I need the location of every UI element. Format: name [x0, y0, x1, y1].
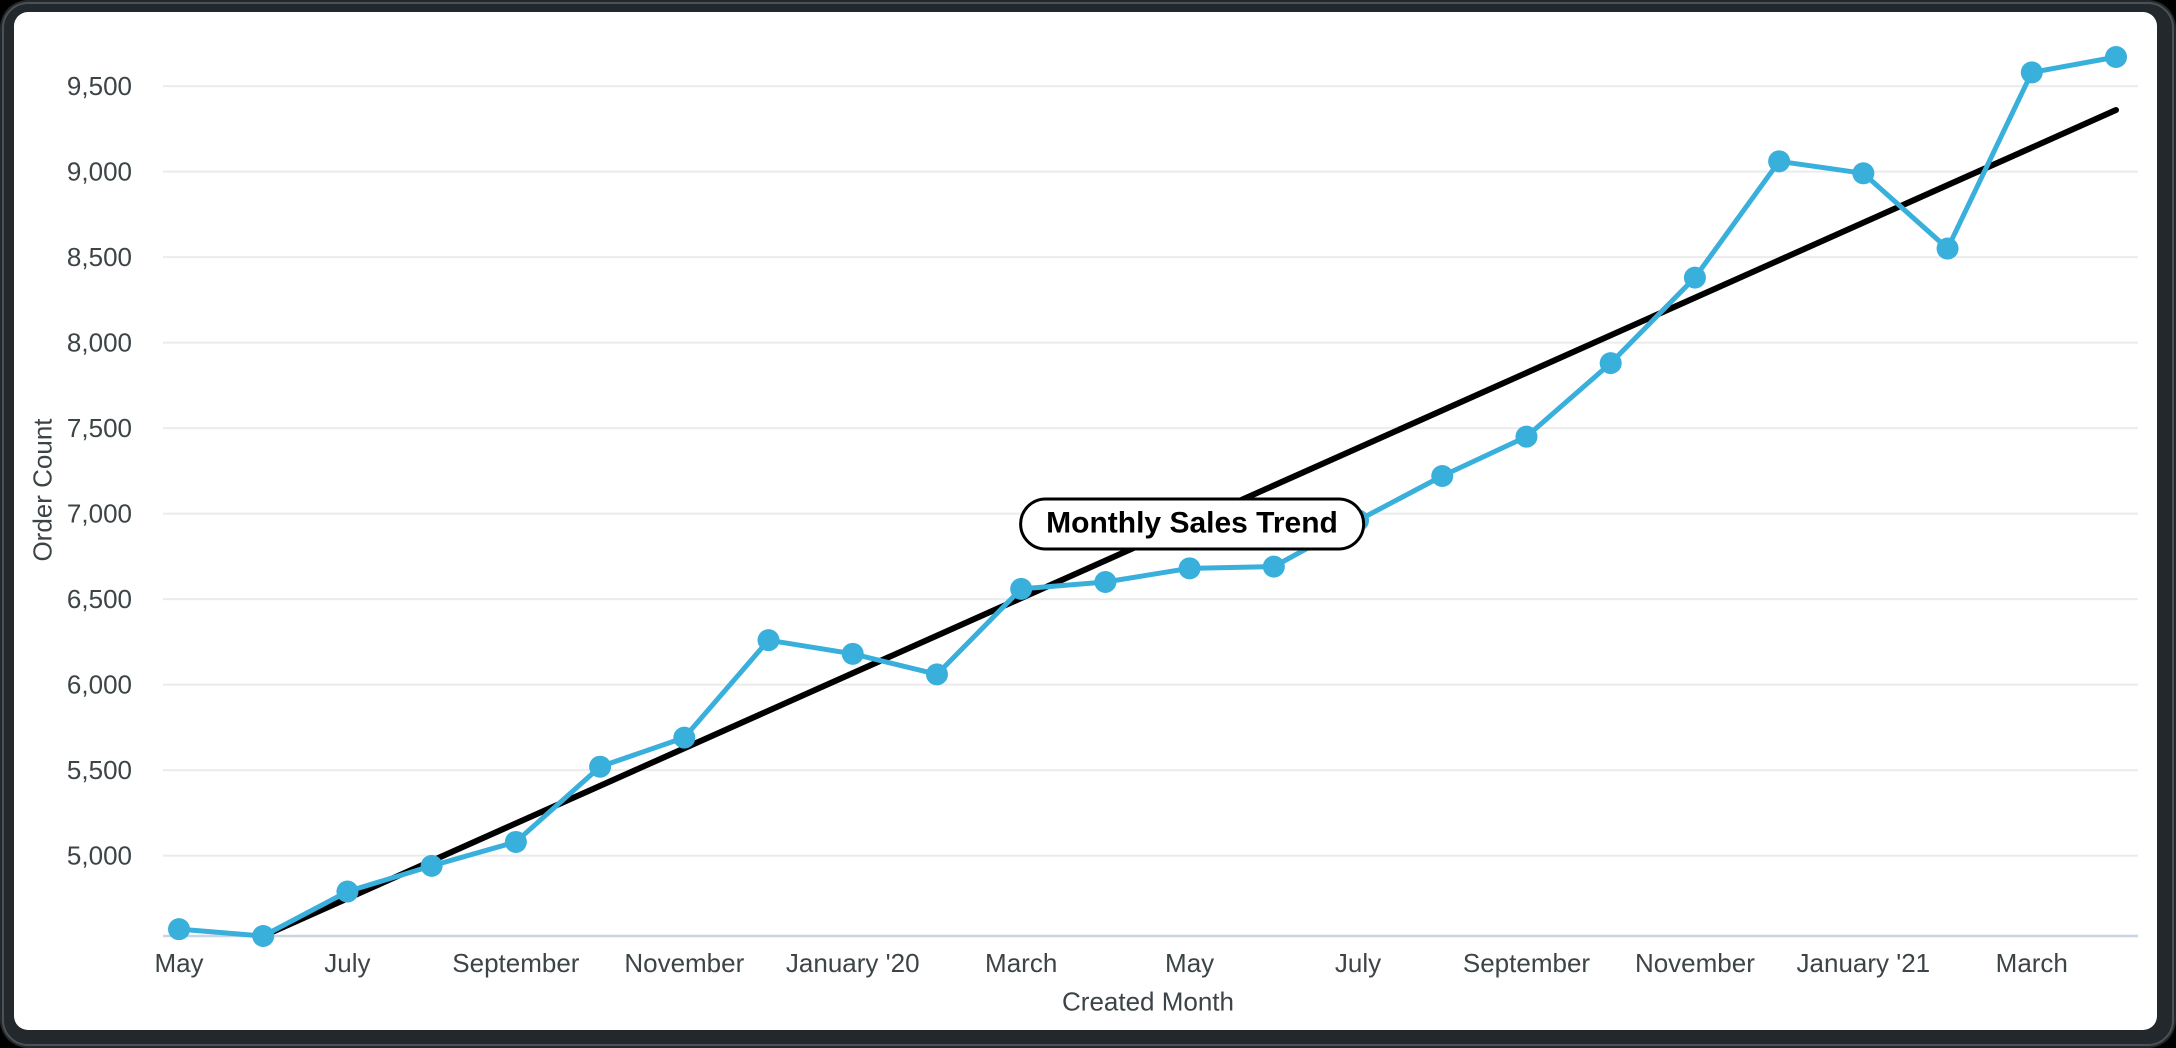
x-tick-label: July	[1335, 948, 1381, 978]
data-point[interactable]	[589, 755, 612, 778]
y-tick-label: 5,000	[67, 841, 132, 871]
data-point[interactable]	[336, 880, 359, 903]
y-tick-label: 6,000	[67, 670, 132, 700]
data-point[interactable]	[1094, 571, 1117, 594]
data-point[interactable]	[2105, 46, 2127, 69]
trend-annotation-pill: Monthly Sales Trend	[1019, 497, 1365, 551]
data-point[interactable]	[1262, 555, 1285, 578]
data-point[interactable]	[1683, 266, 1706, 289]
y-tick-label: 8,500	[67, 242, 132, 272]
x-tick-label: September	[1463, 948, 1591, 978]
data-point[interactable]	[841, 642, 864, 665]
data-point[interactable]	[757, 629, 780, 652]
data-point[interactable]	[1852, 162, 1875, 185]
x-tick-label: March	[985, 948, 1057, 978]
data-point[interactable]	[168, 918, 190, 941]
x-tick-label: May	[154, 948, 203, 978]
y-tick-label: 7,000	[67, 499, 132, 529]
y-tick-label: 5,500	[67, 755, 132, 785]
data-point[interactable]	[1515, 425, 1538, 448]
y-tick-label: 6,500	[67, 584, 132, 614]
y-tick-label: 9,000	[67, 157, 132, 187]
x-tick-label: May	[1165, 948, 1214, 978]
data-point[interactable]	[1936, 237, 1959, 260]
order-count-series-line[interactable]	[176, 54, 2119, 939]
y-tick-label: 7,500	[67, 413, 132, 443]
data-point[interactable]	[1599, 352, 1622, 375]
y-tick-label: 9,500	[67, 71, 132, 101]
y-axis-title: Order Count	[27, 418, 58, 562]
x-tick-label: November	[1635, 948, 1755, 978]
x-tick-label: July	[324, 948, 370, 978]
data-point[interactable]	[1768, 150, 1791, 173]
data-point[interactable]	[1178, 557, 1201, 580]
y-tick-label: 8,000	[67, 328, 132, 358]
data-point[interactable]	[420, 854, 443, 877]
x-tick-label: March	[1996, 948, 2068, 978]
x-axis-title: Created Month	[1062, 986, 1234, 1017]
data-point[interactable]	[1431, 464, 1454, 487]
data-point[interactable]	[252, 925, 275, 947]
x-tick-label: January '21	[1797, 948, 1931, 978]
x-tick-label: January '20	[786, 948, 920, 978]
x-tick-label: September	[452, 948, 580, 978]
data-point[interactable]	[2020, 61, 2043, 84]
data-point[interactable]	[504, 830, 527, 853]
x-tick-label: November	[624, 948, 744, 978]
data-point[interactable]	[1010, 577, 1033, 600]
data-point[interactable]	[925, 663, 948, 686]
data-point[interactable]	[673, 726, 696, 749]
